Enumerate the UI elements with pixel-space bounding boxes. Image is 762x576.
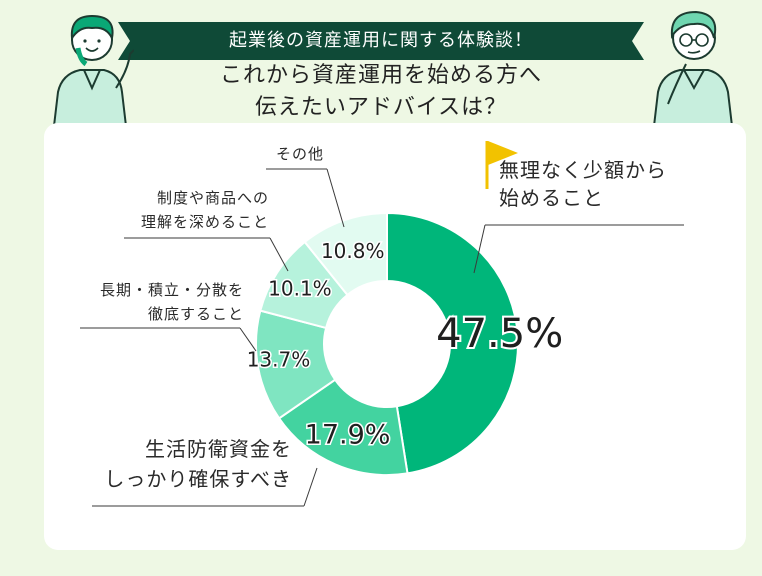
slice-value-label-4: 10.1% xyxy=(268,277,332,301)
man-thinking-illustration xyxy=(652,10,734,126)
leader-line-2 xyxy=(303,467,318,507)
title-line-2: 伝えたいアドバイスは？ xyxy=(254,95,508,120)
banner-text: 起業後の資産運用に関する体験談！ xyxy=(229,30,533,51)
slice-category-label-3-line-1: 長期・積立・分散を xyxy=(100,281,244,299)
leader-line-4 xyxy=(269,237,289,272)
slice-category-label-1-line-1: 無理なく少額から xyxy=(499,158,667,182)
slice-value-label-3: 13.7% xyxy=(247,348,311,372)
slice-category-label-3-line-2: 徹底すること xyxy=(148,305,244,323)
chart-card: 47.5% 17.9% 13.7% 10.1% 10.8% 無理なく少額から 始めること生活… xyxy=(44,123,746,550)
slice-value-label-5: 10.8% xyxy=(321,239,385,263)
slice-value-label-1: 47.5% xyxy=(436,311,563,357)
leader-line-5 xyxy=(326,168,345,228)
slice-category-label-2-line-1: 生活防衛資金を xyxy=(145,437,292,461)
slice-category-label-4-line-2: 理解を深めること xyxy=(141,213,269,231)
donut-slice-5 xyxy=(303,211,388,297)
title-banner: 起業後の資産運用に関する体験談！ xyxy=(118,22,644,60)
slice-value-label-2: 17.9% xyxy=(305,419,391,450)
donut-slice-1 xyxy=(386,211,519,475)
donut-slice-2 xyxy=(277,378,409,476)
leader-line-3 xyxy=(239,327,257,352)
slice-category-label-4-line-1: 制度や商品への xyxy=(157,189,269,207)
title-line-1: これから資産運用を始める方へ xyxy=(219,63,542,88)
slice-category-label-5-line-1: その他 xyxy=(276,145,324,163)
page-title: これから資産運用を始める方へ 伝えたいアドバイスは？ xyxy=(150,60,612,124)
flag-icon xyxy=(488,141,518,165)
banner-ribbon xyxy=(118,22,644,60)
slice-category-label-2-line-2: しっかり確保すべき xyxy=(104,467,292,491)
leader-line-1 xyxy=(473,224,486,274)
slice-category-label-1-line-2: 始めること xyxy=(499,186,604,210)
woman-pointing-illustration xyxy=(52,14,134,126)
donut-chart: 47.5% 17.9% 13.7% 10.1% 10.8% 無理なく少額から始めること生活… xyxy=(80,141,684,507)
